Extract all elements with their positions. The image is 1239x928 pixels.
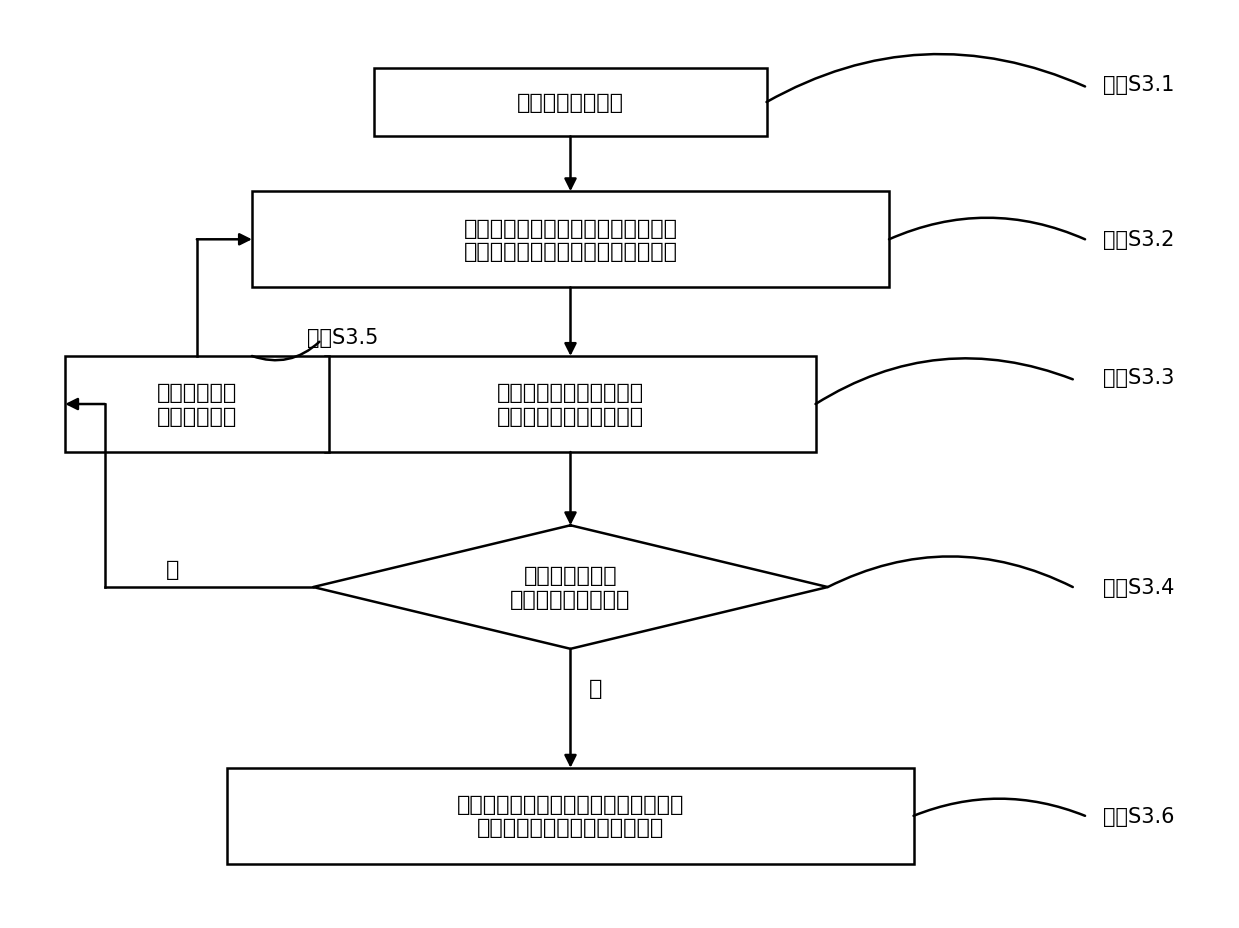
Text: 将最优外层粒子的安全诱导向量切换变
量作为最优安全诱导控制序列。: 将最优外层粒子的安全诱导向量切换变 量作为最优安全诱导控制序列。 xyxy=(457,794,684,837)
Bar xyxy=(326,356,815,453)
Bar xyxy=(228,768,913,864)
Bar xyxy=(66,356,328,453)
Text: 步骤S3.1: 步骤S3.1 xyxy=(1104,74,1175,95)
Text: 外层粒子群初始化: 外层粒子群初始化 xyxy=(517,93,624,113)
Text: 设置外层粒子的个体历史
最优解和种群历史最优解: 设置外层粒子的个体历史 最优解和种群历史最优解 xyxy=(497,383,644,426)
Text: 步骤S3.6: 步骤S3.6 xyxy=(1104,806,1175,826)
Text: 迭代生成新一
代外层粒子群: 迭代生成新一 代外层粒子群 xyxy=(156,383,237,426)
Text: 外层粒子群计算
是否满足终止条件？: 外层粒子群计算 是否满足终止条件？ xyxy=(510,566,631,609)
Text: 步骤S3.2: 步骤S3.2 xyxy=(1104,230,1175,250)
Text: 步骤S3.4: 步骤S3.4 xyxy=(1104,577,1175,598)
Text: 针对外层粒子给定的切换次数，内层
粒子群搜索安全诱导向量的切换时刻: 针对外层粒子给定的切换次数，内层 粒子群搜索安全诱导向量的切换时刻 xyxy=(463,218,678,262)
Bar xyxy=(252,192,890,288)
Text: 步骤S3.5: 步骤S3.5 xyxy=(307,328,378,348)
Bar xyxy=(374,69,767,137)
Text: 否: 否 xyxy=(166,560,178,579)
Text: 步骤S3.3: 步骤S3.3 xyxy=(1104,367,1175,387)
Text: 是: 是 xyxy=(589,678,602,698)
